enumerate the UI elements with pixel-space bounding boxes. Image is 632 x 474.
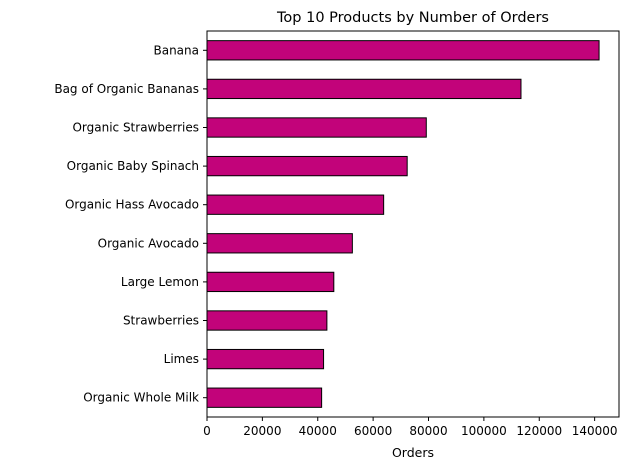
y-tick-label: Organic Avocado (98, 236, 199, 250)
y-tick-label: Large Lemon (121, 275, 199, 289)
bar-organic-baby-spinach (206, 155, 408, 177)
bar-organic-hass-avocado (206, 194, 385, 215)
x-axis-label: Orders (392, 445, 434, 460)
x-tick-label: 140000 (572, 424, 618, 438)
y-tick-label: Organic Baby Spinach (67, 159, 199, 173)
x-tick-label: 120000 (516, 424, 562, 438)
y-tick-label: Organic Whole Milk (83, 391, 199, 405)
bar-bag-of-organic-bananas (206, 78, 522, 100)
y-tick-label: Organic Hass Avocado (65, 198, 199, 212)
y-tick-label: Organic Strawberries (72, 121, 199, 135)
x-tick-label: 60000 (354, 424, 392, 438)
bar-organic-avocado (206, 233, 353, 254)
bars-group (206, 40, 600, 408)
bar-large-lemon (206, 271, 335, 293)
x-tick-label: 100000 (461, 424, 507, 438)
bar-organic-strawberries (206, 117, 427, 138)
plot-frame (206, 30, 620, 418)
y-tick-label: Strawberries (123, 314, 199, 328)
y-axis-ticks: Banana Bag of Organic Bananas Organic Stra… (54, 43, 207, 405)
y-tick-label: Banana (153, 43, 199, 57)
x-tick-label: 80000 (409, 424, 447, 438)
x-tick-label: 0 (203, 424, 211, 438)
bar-banana (206, 40, 600, 61)
y-tick-label: Bag of Organic Bananas (54, 82, 199, 96)
chart-title: Top 10 Products by Number of Orders (276, 10, 549, 26)
y-tick-label: Limes (164, 352, 199, 366)
x-tick-label: 40000 (299, 424, 337, 438)
bar-strawberries (206, 310, 328, 331)
bar-limes (206, 348, 325, 370)
bar-organic-whole-milk (206, 387, 323, 408)
x-axis-ticks: 0 20000 40000 60000 80000 100000 120000 140000 (203, 417, 618, 438)
x-tick-label: 20000 (243, 424, 281, 438)
